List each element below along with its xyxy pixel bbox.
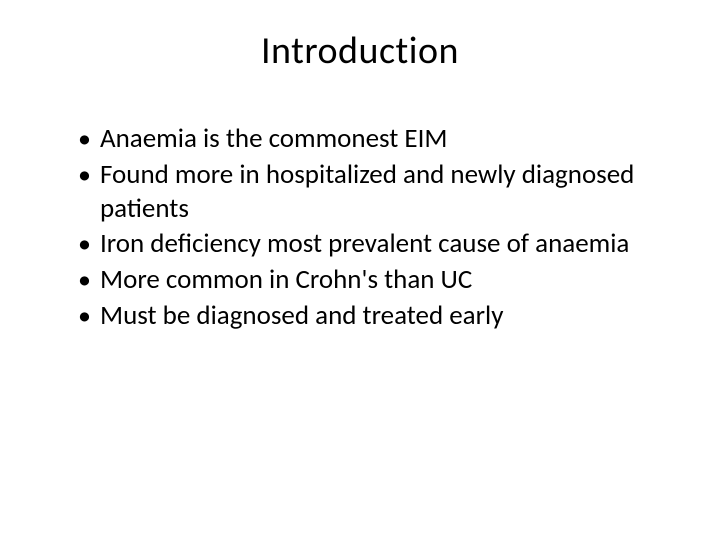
list-item: Must be diagnosed and treated early — [78, 299, 670, 333]
slide-container: Introduction Anaemia is the commonest EI… — [0, 0, 720, 540]
list-item: Anaemia is the commonest EIM — [78, 122, 670, 156]
bullet-list: Anaemia is the commonest EIM Found more … — [50, 122, 670, 333]
list-item: Iron deficiency most prevalent cause of … — [78, 227, 670, 261]
slide-title: Introduction — [50, 28, 670, 74]
list-item: More common in Crohn's than UC — [78, 263, 670, 297]
list-item: Found more in hospitalized and newly dia… — [78, 158, 670, 226]
